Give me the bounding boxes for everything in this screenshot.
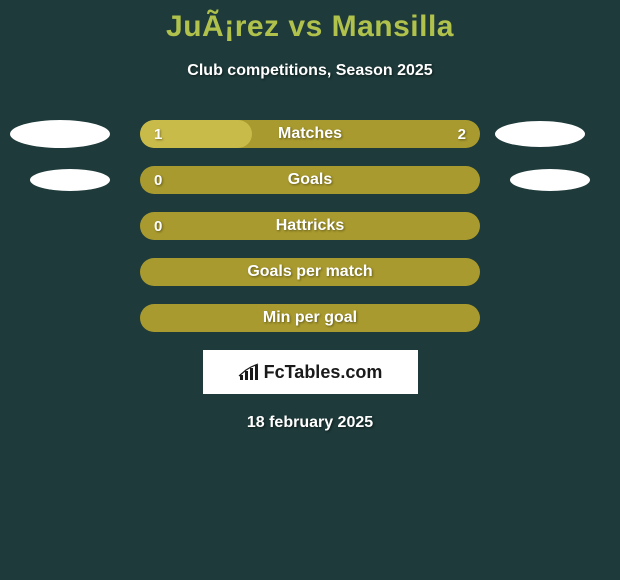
chart-icon — [238, 363, 262, 381]
stat-bar: Min per goal — [140, 304, 480, 332]
stat-row-gpm: Goals per match — [0, 258, 620, 286]
stat-label: Min per goal — [140, 309, 480, 327]
stat-bar: 0 Goals — [140, 166, 480, 194]
player-oval-right-0 — [495, 121, 585, 147]
stat-label: Goals per match — [140, 263, 480, 281]
player-oval-right-1 — [510, 169, 590, 191]
stat-row-mpg: Min per goal — [0, 304, 620, 332]
stat-row-hattricks: 0 Hattricks — [0, 212, 620, 240]
comparison-subtitle: Club competitions, Season 2025 — [0, 62, 620, 80]
player-oval-left-1 — [30, 169, 110, 191]
stat-bar: 0 Hattricks — [140, 212, 480, 240]
logo-text: FcTables.com — [264, 362, 383, 383]
stat-bar: Goals per match — [140, 258, 480, 286]
stat-label: Goals — [140, 171, 480, 189]
comparison-title: JuÃ¡rez vs Mansilla — [0, 0, 620, 44]
date-text: 18 february 2025 — [0, 414, 620, 432]
stat-bar: 1 Matches 2 — [140, 120, 480, 148]
stat-row-goals: 0 Goals — [0, 166, 620, 194]
fctables-logo: FcTables.com — [203, 350, 418, 394]
player-oval-left-0 — [10, 120, 110, 148]
stats-container: 1 Matches 2 0 Goals 0 Hattricks Goals pe… — [0, 120, 620, 332]
stat-row-matches: 1 Matches 2 — [0, 120, 620, 148]
stat-value-right: 2 — [458, 126, 466, 143]
stat-label: Matches — [140, 125, 480, 143]
stat-label: Hattricks — [140, 217, 480, 235]
logo-content: FcTables.com — [238, 362, 383, 383]
